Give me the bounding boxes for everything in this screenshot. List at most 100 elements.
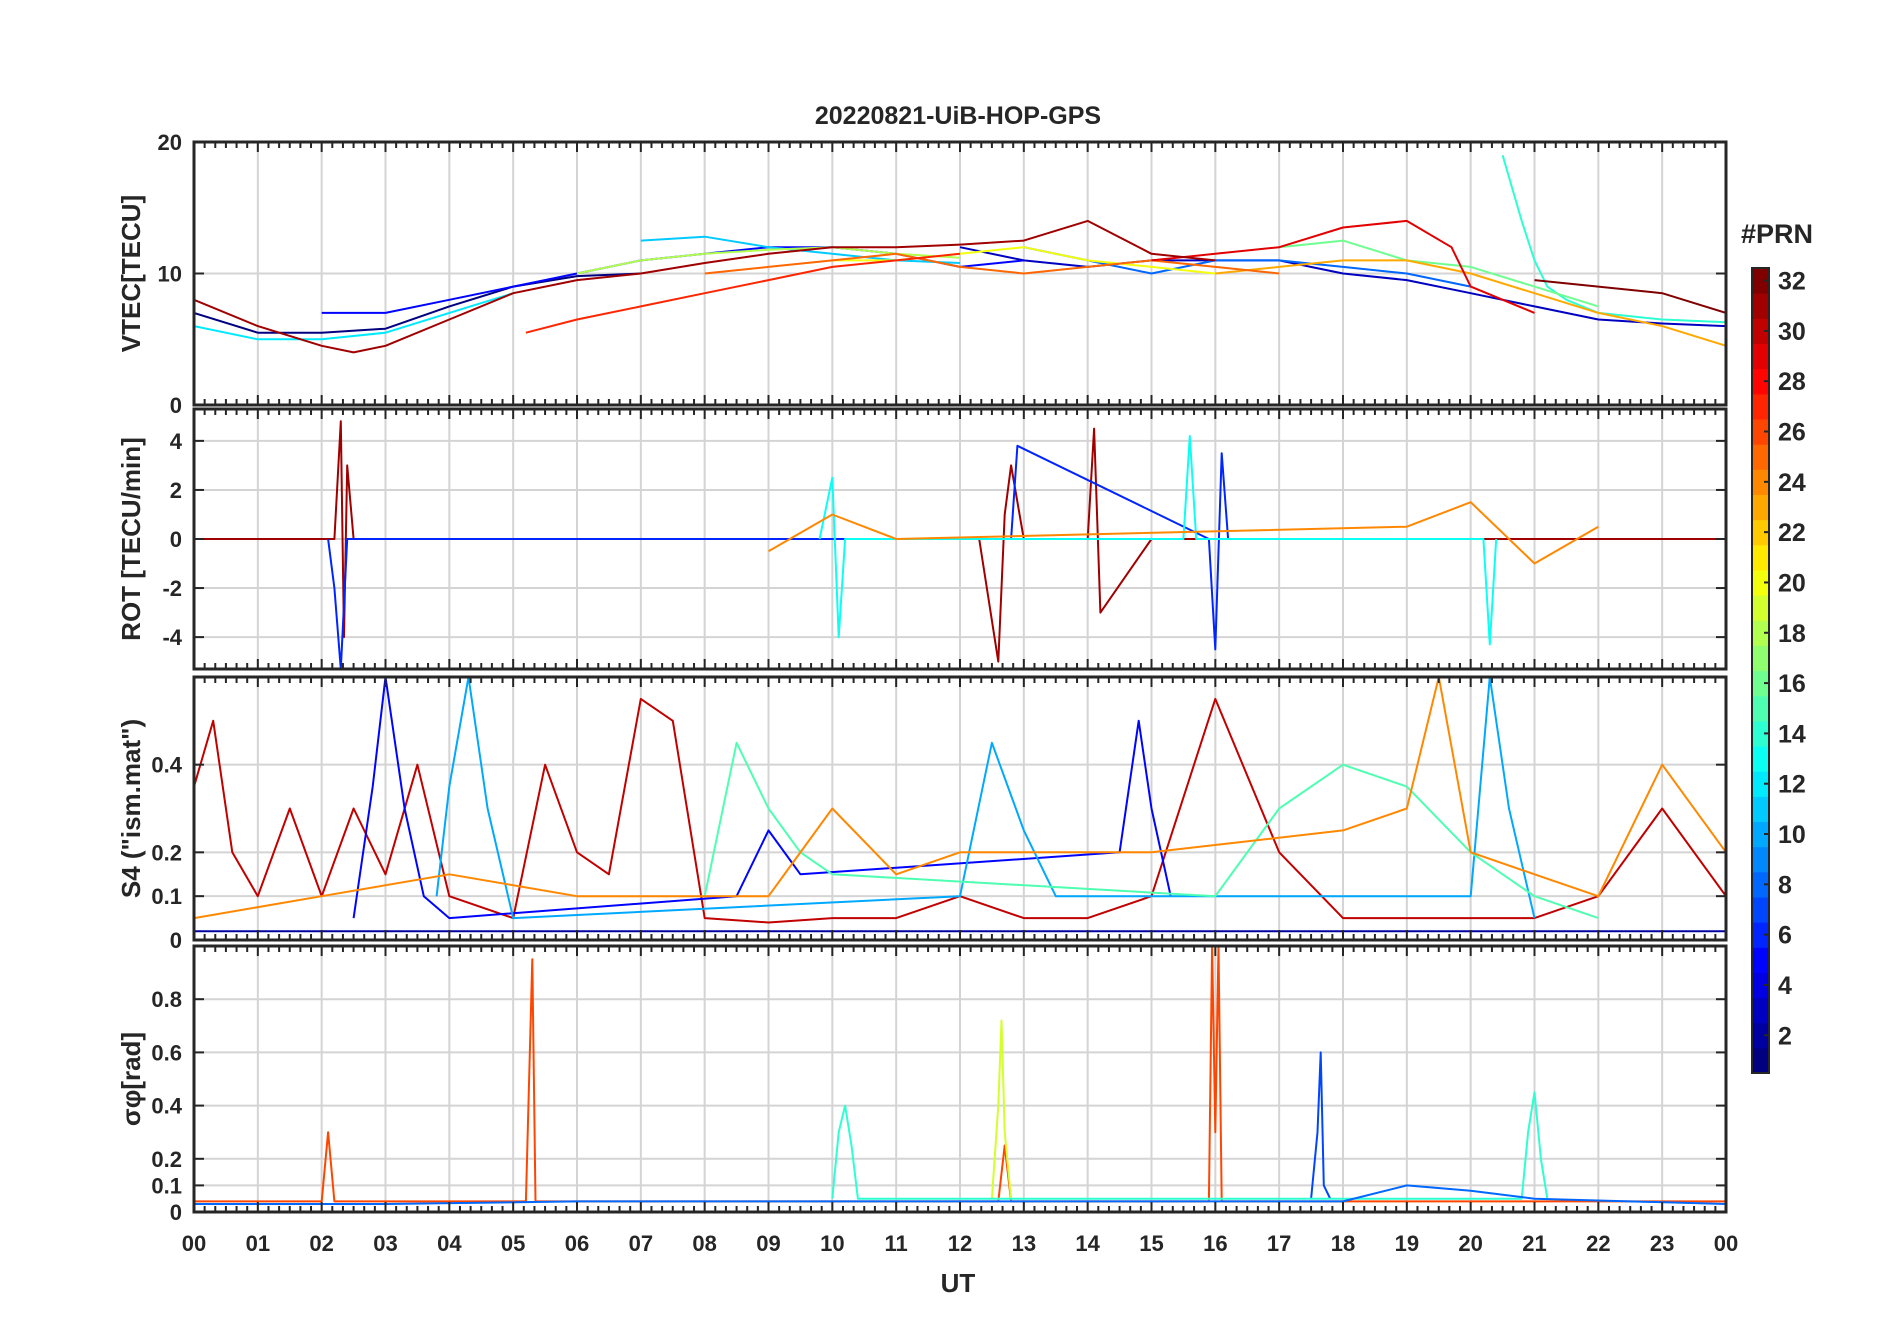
colorbar-swatch [1752,670,1769,697]
colorbar-tick-label: 18 [1778,620,1806,648]
x-axis-label: UT [941,1268,976,1298]
colorbar-tick-label: 8 [1778,871,1792,899]
colorbar-swatch [1752,268,1769,294]
colorbar-swatch [1752,1022,1769,1049]
colorbar-swatch [1752,796,1769,823]
x-tick-label: 00 [182,1231,206,1256]
x-tick-label: 08 [692,1231,716,1256]
panel-sigma_phi: 00.10.2 0.4 0.6 0.8σφ[rad] [116,944,1728,1225]
colorbar-swatch [1752,745,1769,772]
colorbar-swatch [1752,620,1769,646]
series-group [194,420,1726,669]
x-tick-label: 00 [1714,1231,1738,1256]
colorbar-swatch [1752,368,1769,395]
y-tick-label: 0 [170,393,182,418]
colorbar-swatch [1752,871,1769,898]
y-tick-label: 0 [170,928,182,953]
y-tick-label: 0.1 [151,884,182,909]
y-axis-label: σφ[rad] [116,1032,146,1126]
colorbar-swatch [1752,645,1769,672]
y-tick-label: 0.6 [151,1040,182,1065]
x-tick-label: 22 [1586,1231,1610,1256]
x-tick-label: 15 [1139,1231,1163,1256]
series-line-prn-12 [194,292,514,341]
colorbar-swatch [1752,519,1769,546]
series-line-prn-25 [704,252,1280,275]
colorbar-swatch [1752,544,1769,571]
y-axis-label: VTEC[TECU] [116,195,146,352]
x-tick-label: 21 [1522,1231,1546,1256]
series-line-prn-31 [194,219,1216,354]
series-line-prn-14 [831,1091,1549,1200]
series-line-prn-15 [703,741,1599,920]
series-line-prn-6 [327,444,1230,669]
panel-vtec: 0 10 20 VTEC[TECU] [116,130,1728,418]
colorbar-swatch [1752,720,1769,747]
axes-frame [192,944,1728,1214]
series-line-prn-24 [768,501,1599,565]
colorbar-swatch [1752,922,1769,948]
chart-title: 20220821-UiB-HOP-GPS [815,102,1101,130]
colorbar-tick-label: 4 [1778,972,1792,1000]
colorbar-tick-label: 16 [1778,670,1806,698]
colorbar-tick-label: 20 [1778,569,1806,597]
x-axis-tick-labels: 00 01 02 03 04 05 06 07 08 09 10 11 12 13 14 15 16 17 18 19… [182,1231,1738,1256]
colorbar-swatch [1752,494,1769,521]
y-tick-label: 0.4 [151,753,182,778]
colorbar-swatch [1752,318,1769,345]
x-tick-label: 01 [246,1231,270,1256]
x-tick-label: 19 [1395,1231,1419,1256]
y-axis-label: S4 ("ism.mat") [116,719,146,898]
colorbar-swatch [1752,1047,1769,1074]
series-line-prn-24 [194,677,1726,920]
y-tick-label: 0.2 [151,840,182,865]
colorbar-tick-label: 12 [1778,771,1806,799]
series-line-prn-30 [194,697,1726,924]
y-tick-label: 0 [170,527,182,552]
panel-rot: -4 -2 0 2 4 ROT [TECU/min] [116,407,1728,671]
colorbar-swatch [1752,896,1769,923]
series-line-prn-29 [1151,219,1535,314]
series-line-prn-19 [990,1019,1013,1199]
colorbar-label: #PRN [1741,219,1813,249]
y-tick-label: 4 [170,429,183,454]
panel-s4: 0 0.1 0.2 0.4S4 ("ism.mat") [116,675,1728,953]
series-line-prn-8 [1023,246,1471,288]
x-tick-label: 04 [437,1231,462,1256]
y-tick-label: 0.4 [151,1094,182,1119]
colorbar-swatch [1752,972,1769,999]
series-line-prn-23 [1215,259,1726,347]
y-axis-label: ROT [TECU/min] [116,437,146,641]
series-group [194,154,1726,354]
y-tick-label: 0.8 [151,987,182,1012]
series-line-prn-13 [818,435,1498,646]
axes-frame [192,675,1728,942]
x-tick-label: 05 [501,1231,525,1256]
colorbar-swatch [1752,695,1769,722]
series-line-prn-7 [1310,1051,1332,1200]
x-tick-label: 23 [1650,1231,1674,1256]
colorbar-tick-label: 2 [1778,1022,1792,1050]
colorbar-tick-label: 14 [1778,720,1806,748]
colorbar-tick-label: 6 [1778,922,1792,950]
series-line-prn-1 [194,272,641,334]
x-tick-label: 18 [1331,1231,1355,1256]
colorbar-frame [1751,267,1770,1074]
colorbar-swatch [1752,293,1769,319]
x-tick-label: 02 [309,1231,333,1256]
colorbar-swatch [1752,771,1769,797]
y-tick-label: 2 [170,478,182,503]
y-tick-label: -4 [162,625,182,650]
x-tick-label: 11 [885,1231,908,1256]
x-tick-label: 03 [373,1231,397,1256]
colorbar-swatch [1752,821,1769,848]
colorbar-tick-label: 30 [1778,318,1806,346]
y-tick-label: -2 [162,576,182,601]
colorbar-tick-label: 32 [1778,268,1806,296]
x-tick-label: 10 [820,1231,844,1256]
colorbar-swatch [1752,343,1769,370]
series-line-prn-16 [1279,239,1599,308]
colorbar-tick-label: 22 [1778,519,1806,547]
